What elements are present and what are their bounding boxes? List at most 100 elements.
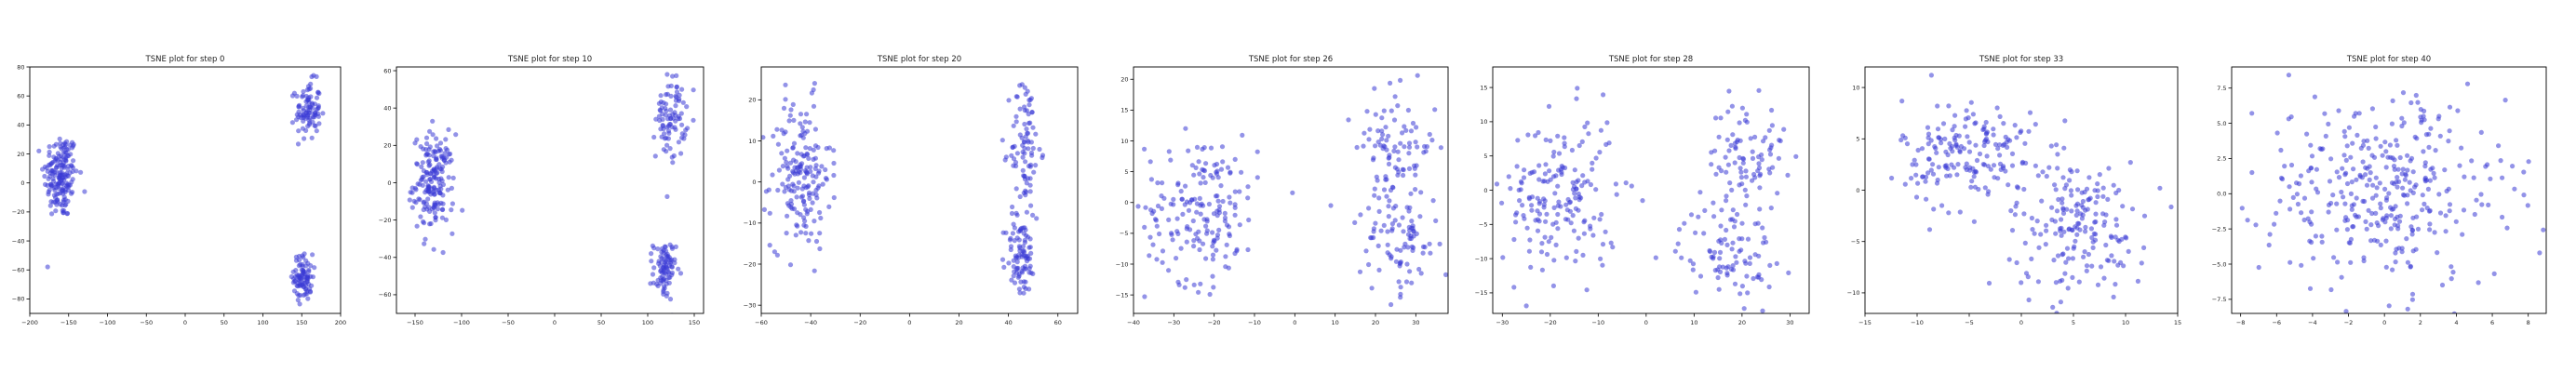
scatter-panel-6: TSNE plot for step 40−8 −6 −4 −2 0 2 4 6 8−7.5−5… [2212,55,2547,326]
scatter-point [1006,98,1012,103]
scatter-point [302,280,308,286]
scatter-point [1395,149,1401,154]
scatter-point [312,123,317,128]
scatter-point [1932,144,1938,150]
scatter-point [1597,217,1603,222]
scatter-point [2070,274,2075,280]
scatter-point [1744,193,1750,199]
scatter-point [2383,165,2389,170]
scatter-point [1386,214,1391,219]
scatter-point [1759,277,1764,283]
scatter-point [2401,120,2407,126]
y-tick-label: 10 [1852,84,1859,91]
scatter-point [1385,229,1390,234]
scatter-point [691,87,696,93]
scatter-point [2277,198,2283,204]
scatter-point [1957,149,1963,154]
scatter-point [438,166,444,172]
scatter-point [1030,145,1036,152]
scatter-point [2386,303,2392,309]
scatter-point [293,258,300,263]
scatter-point [2405,201,2410,206]
scatter-point [1027,189,1033,194]
scatter-point [2412,184,2418,190]
scatter-point [1186,148,1191,153]
axes-frame [396,66,704,314]
scatter-point [790,101,796,107]
scatter-point [1565,196,1571,203]
scatter-point [798,194,804,200]
scatter-point [800,199,807,205]
scatter-point [1184,199,1190,205]
scatter-point [301,114,306,121]
scatter-point [1925,131,1932,137]
scatter-point [1409,219,1415,224]
scatter-point [658,93,664,99]
scatter-point [811,86,816,93]
scatter-point [2059,232,2064,238]
scatter-point [1715,274,1721,281]
scatter-point [824,177,830,182]
scatter-point [1406,140,1413,146]
scatter-point [2364,182,2370,188]
scatter-point [669,270,676,275]
scatter-point [2071,246,2076,251]
scatter-point [1392,144,1398,150]
scatter-point [429,179,435,184]
scatter-point [57,136,62,141]
scatter-point [431,153,436,159]
scatter-point [1536,211,1543,217]
scatter-point [2462,174,2467,179]
scatter-point [2415,226,2422,232]
scatter-point [1428,250,1433,256]
scatter-point [1541,202,1547,207]
scatter-point [2354,177,2359,182]
scatter-point [1551,258,1557,263]
scatter-point [67,142,73,148]
scatter-point [1369,286,1375,291]
scatter-point [2410,169,2416,175]
scatter-point [1427,131,1432,138]
scatter-point [649,259,654,264]
scatter-point [1170,237,1175,243]
scatter-point [1582,179,1588,185]
scatter-point [2082,249,2087,255]
y-tick-label: −20 [12,208,25,216]
scatter-point [2334,227,2340,232]
x-tick-label: 5 [2072,319,2075,326]
scatter-point [430,190,436,195]
scatter-point [1729,187,1735,193]
scatter-point [69,191,74,196]
scatter-point [2309,179,2314,185]
scatter-point [1590,232,1596,238]
scatter-point [2046,165,2052,170]
scatter-point [1012,280,1018,286]
scatter-point [1020,167,1026,173]
scatter-point [2100,185,2106,191]
scatter-point [320,111,326,116]
scatter-point [2141,245,2147,250]
scatter-point [1613,181,1618,187]
scatter-point [47,153,52,158]
scatter-point [2427,221,2433,227]
scatter-point [656,113,663,119]
scatter-point [1392,94,1398,100]
scatter-point [2112,259,2117,264]
scatter-point [1778,138,1783,144]
scatter-point [1586,131,1591,137]
scatter-point [2395,223,2401,229]
scatter-point [2081,254,2086,259]
scatter-point [1169,231,1174,236]
scatter-point [1375,243,1381,248]
scatter-point [1142,224,1147,230]
scatter-point [70,177,75,182]
scatter-point [1724,169,1729,175]
scatter-point [1210,252,1216,258]
scatter-point [1544,251,1550,258]
scatter-point [1562,140,1567,146]
scatter-point [2073,212,2079,218]
scatter-point [2363,165,2368,170]
scatter-point [1135,204,1141,209]
scatter-point [2447,202,2453,207]
scatter-point [437,140,444,146]
